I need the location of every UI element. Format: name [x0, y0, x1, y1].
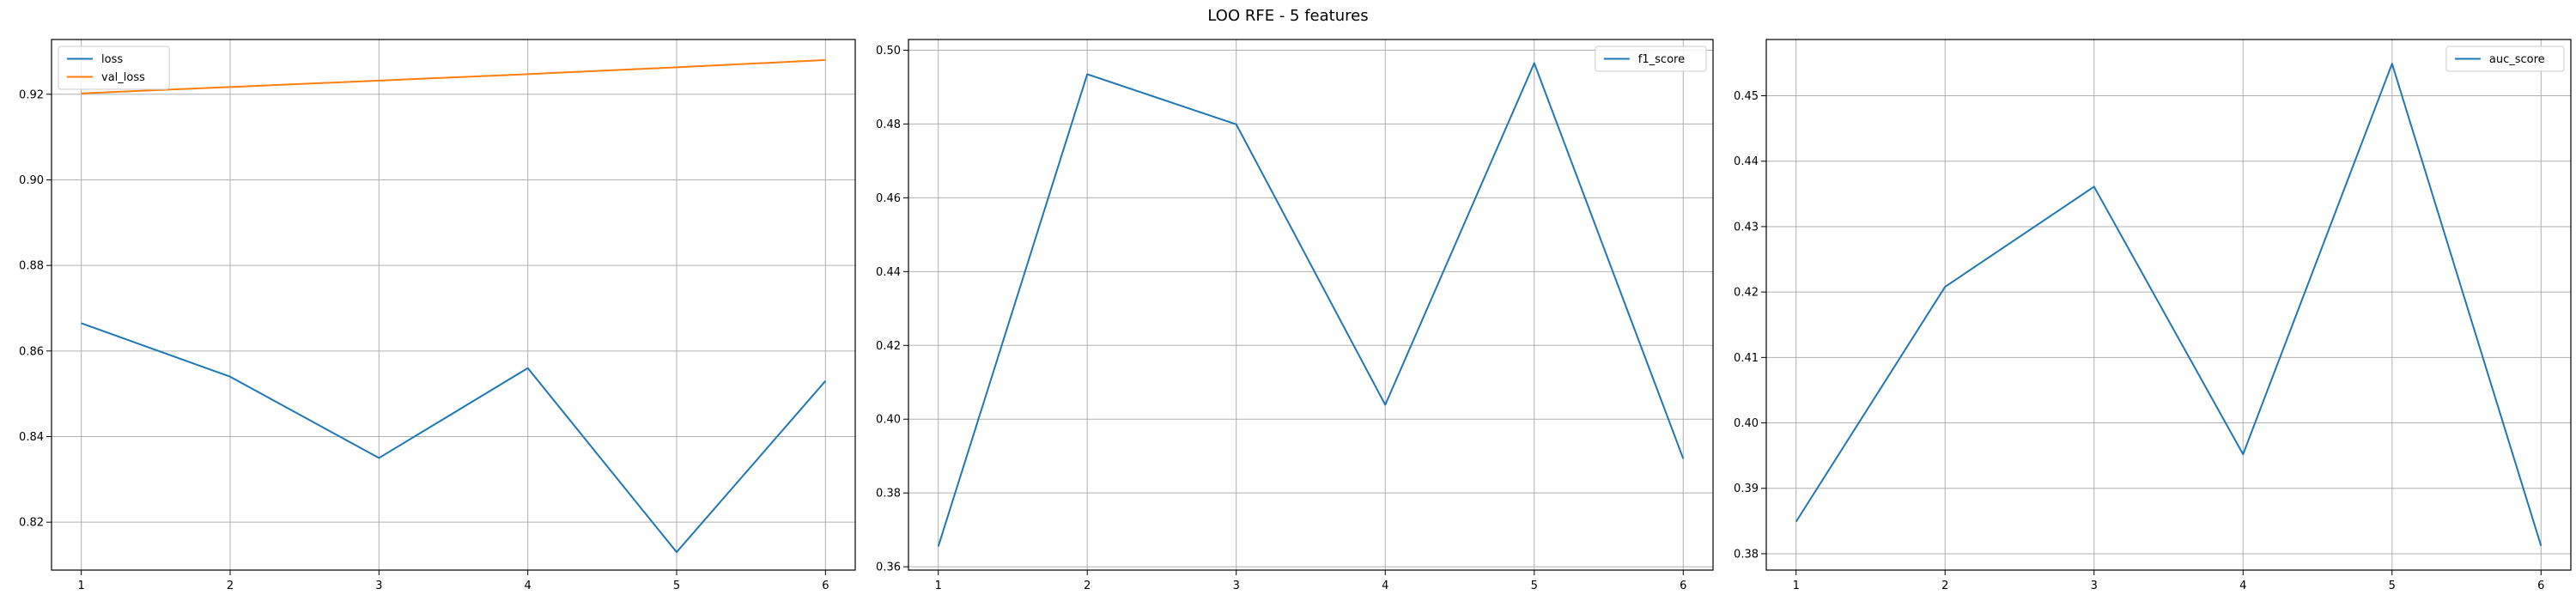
legend: f1_score [1595, 46, 1707, 72]
y-tick-label: 0.45 [1734, 90, 1759, 103]
y-tick-label: 0.38 [1734, 548, 1759, 561]
y-tick-label: 0.38 [876, 488, 901, 501]
x-tick-label: 2 [1941, 580, 1948, 592]
y-tick-label: 0.82 [19, 517, 44, 530]
legend: loss val_loss [58, 46, 170, 90]
y-tick-label: 0.40 [876, 414, 901, 427]
x-tick-label: 5 [1531, 580, 1538, 592]
y-tick-label: 0.88 [19, 260, 44, 273]
legend-box [2445, 46, 2565, 72]
y-tick-label: 0.48 [876, 118, 901, 131]
x-tick-label: 5 [2389, 580, 2396, 592]
y-tick-label: 0.42 [1734, 287, 1759, 300]
legend-label: auc_score [2489, 53, 2545, 66]
x-tick-label: 3 [1233, 580, 1240, 592]
x-tick-label: 4 [1382, 580, 1388, 592]
series-line-auc_score [1795, 63, 2543, 547]
legend-box [58, 46, 170, 90]
series-line-f1_score [937, 62, 1685, 547]
axes-frame [51, 39, 856, 571]
y-tick-label: 0.36 [876, 562, 901, 574]
legend: auc_score [2445, 46, 2565, 72]
x-tick-label: 2 [1084, 580, 1091, 592]
y-tick-label: 0.39 [1734, 483, 1759, 495]
legend-label: f1_score [1638, 53, 1685, 66]
y-tick-label: 0.43 [1734, 221, 1759, 234]
y-tick-label: 0.44 [1734, 155, 1759, 168]
y-tick-label: 0.84 [19, 431, 44, 444]
figure-title: LOO RFE - 5 features [1207, 7, 1369, 25]
y-tick-label: 0.90 [19, 174, 44, 187]
x-tick-label: 4 [2239, 580, 2246, 592]
legend-box [1595, 46, 1707, 72]
y-tick-label: 0.86 [19, 345, 44, 358]
y-tick-label: 0.44 [876, 266, 901, 279]
x-tick-label: 2 [227, 580, 234, 592]
y-tick-label: 0.92 [19, 88, 44, 101]
x-tick-label: 6 [2537, 580, 2544, 592]
x-tick-label: 4 [525, 580, 532, 592]
legend-label: val_loss [101, 71, 145, 84]
chart-1: 1 2 3 4 5 6 0.82 0.84 0.86 0.88 0.90 0.92 loss val_lo… [19, 39, 856, 592]
x-tick-label: 1 [935, 580, 942, 592]
x-tick-label: 1 [1793, 580, 1800, 592]
series-line-val_loss [81, 58, 826, 94]
y-tick-label: 0.50 [876, 45, 901, 58]
y-tick-label: 0.41 [1734, 352, 1759, 365]
axes-frame [908, 39, 1714, 571]
y-tick-label: 0.40 [1734, 417, 1759, 430]
chart-2: 1 2 3 4 5 6 0.36 0.38 0.40 0.42 0.44 0.46 0.48 0.50 f1… [876, 39, 1714, 592]
series-line-loss [81, 322, 827, 554]
chart-3: 1 2 3 4 5 6 0.38 0.39 0.40 0.41 0.42 0.43 0.44 0.45 au… [1734, 39, 2572, 592]
x-tick-label: 6 [822, 580, 829, 592]
x-tick-label: 3 [2091, 580, 2098, 592]
x-tick-label: 1 [78, 580, 85, 592]
x-tick-label: 3 [375, 580, 382, 592]
legend-label: loss [101, 53, 123, 66]
axes-frame [1765, 39, 2572, 571]
x-tick-label: 5 [673, 580, 680, 592]
y-tick-label: 0.46 [876, 192, 901, 205]
x-tick-label: 6 [1680, 580, 1686, 592]
y-tick-label: 0.42 [876, 340, 901, 353]
